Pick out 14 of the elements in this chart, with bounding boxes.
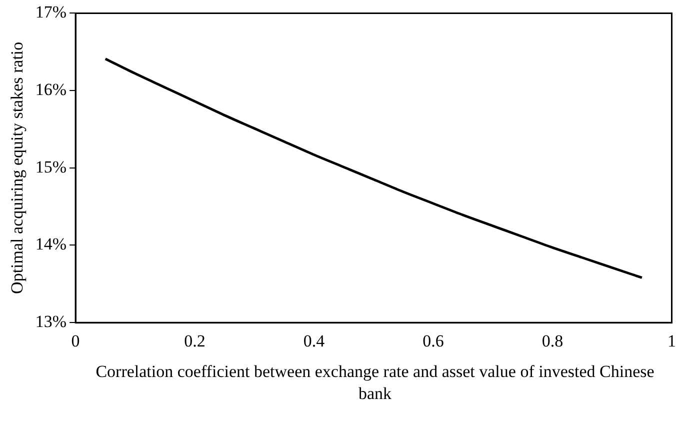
x-axis-title: Correlation coefficient between exchange rate and asset value of invested Chinese bank	[95, 361, 655, 405]
x-tick-label: 0.6	[422, 331, 444, 350]
x-tick-label: 0.2	[184, 331, 206, 350]
x-tick-label: 1	[668, 331, 676, 350]
y-axis-title: Optimal acquiring equity stakes ratio	[8, 42, 27, 294]
x-tick-label: 0	[71, 331, 80, 350]
y-tick-label: 13%	[35, 312, 67, 332]
x-tick-label: 0.4	[303, 331, 326, 350]
y-tick-label: 14%	[35, 234, 67, 254]
line-series	[104, 58, 644, 279]
y-tick-label: 16%	[35, 80, 67, 100]
y-tick-label: 17%	[35, 2, 67, 22]
x-tick-label: 0.8	[542, 331, 564, 350]
y-tick-label: 15%	[35, 157, 67, 176]
